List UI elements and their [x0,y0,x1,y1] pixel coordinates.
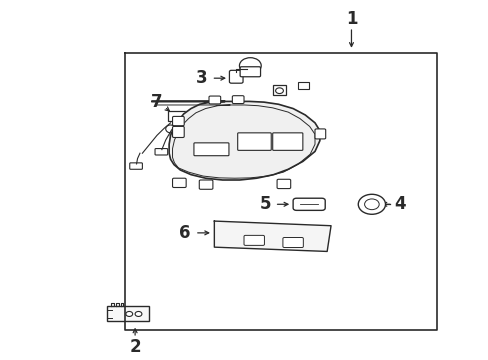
FancyBboxPatch shape [314,129,325,139]
Polygon shape [214,221,330,251]
Circle shape [135,311,142,316]
FancyBboxPatch shape [155,149,167,155]
Ellipse shape [165,125,175,133]
FancyBboxPatch shape [107,306,148,321]
FancyBboxPatch shape [272,133,302,150]
FancyBboxPatch shape [229,70,243,83]
FancyBboxPatch shape [208,96,220,104]
Text: 7: 7 [151,93,163,111]
FancyBboxPatch shape [207,117,220,126]
Circle shape [358,194,385,214]
FancyBboxPatch shape [283,238,303,248]
Text: 5: 5 [259,195,271,213]
FancyBboxPatch shape [272,85,286,95]
FancyBboxPatch shape [232,96,244,104]
Ellipse shape [170,132,181,139]
Ellipse shape [177,123,189,130]
FancyBboxPatch shape [172,178,186,188]
FancyBboxPatch shape [199,180,212,189]
FancyBboxPatch shape [240,67,260,77]
FancyBboxPatch shape [292,198,325,210]
Text: 2: 2 [129,338,141,356]
FancyBboxPatch shape [167,111,186,121]
FancyBboxPatch shape [194,143,228,156]
Circle shape [125,311,132,316]
Circle shape [239,58,261,74]
FancyBboxPatch shape [172,126,184,138]
Text: 6: 6 [179,224,190,242]
FancyBboxPatch shape [237,133,271,150]
Circle shape [275,88,283,94]
Ellipse shape [195,129,204,135]
FancyBboxPatch shape [297,82,308,89]
Ellipse shape [188,124,198,132]
Ellipse shape [181,127,191,134]
Text: 1: 1 [345,9,357,27]
Polygon shape [152,102,319,180]
Circle shape [364,199,378,210]
FancyBboxPatch shape [277,179,290,189]
FancyBboxPatch shape [244,235,264,246]
FancyBboxPatch shape [129,163,142,169]
FancyBboxPatch shape [211,124,222,132]
Ellipse shape [201,123,210,131]
Text: 3: 3 [196,69,207,87]
Text: 4: 4 [393,195,405,213]
FancyBboxPatch shape [172,116,184,126]
